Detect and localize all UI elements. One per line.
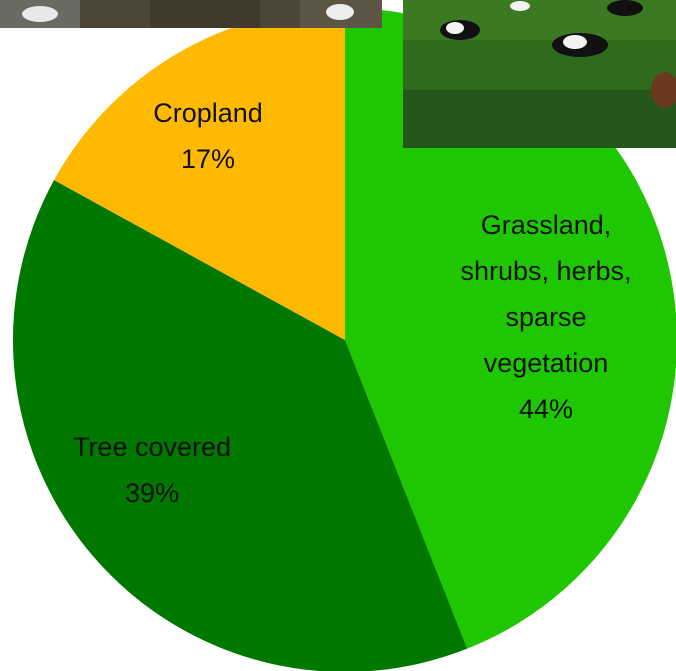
value-label: 44% — [518, 394, 574, 424]
value-label: 39% — [124, 478, 180, 508]
slice-label: Grassland, shrubs, herbs, sparse vegetat… — [446, 202, 646, 432]
category-label: Cropland — [153, 98, 263, 128]
category-label: Tree covered — [72, 432, 232, 462]
slice-label: Cropland 17% — [118, 90, 298, 182]
slice-label: Tree covered 39% — [42, 424, 262, 516]
pie-slice — [345, 8, 676, 649]
pie-slice — [54, 8, 345, 340]
pie-slice — [13, 180, 468, 671]
value-label: 17% — [180, 144, 236, 174]
category-label: Grassland, shrubs, herbs, sparse vegetat… — [460, 210, 632, 378]
photo-left — [0, 0, 382, 28]
photo-right — [403, 0, 676, 148]
